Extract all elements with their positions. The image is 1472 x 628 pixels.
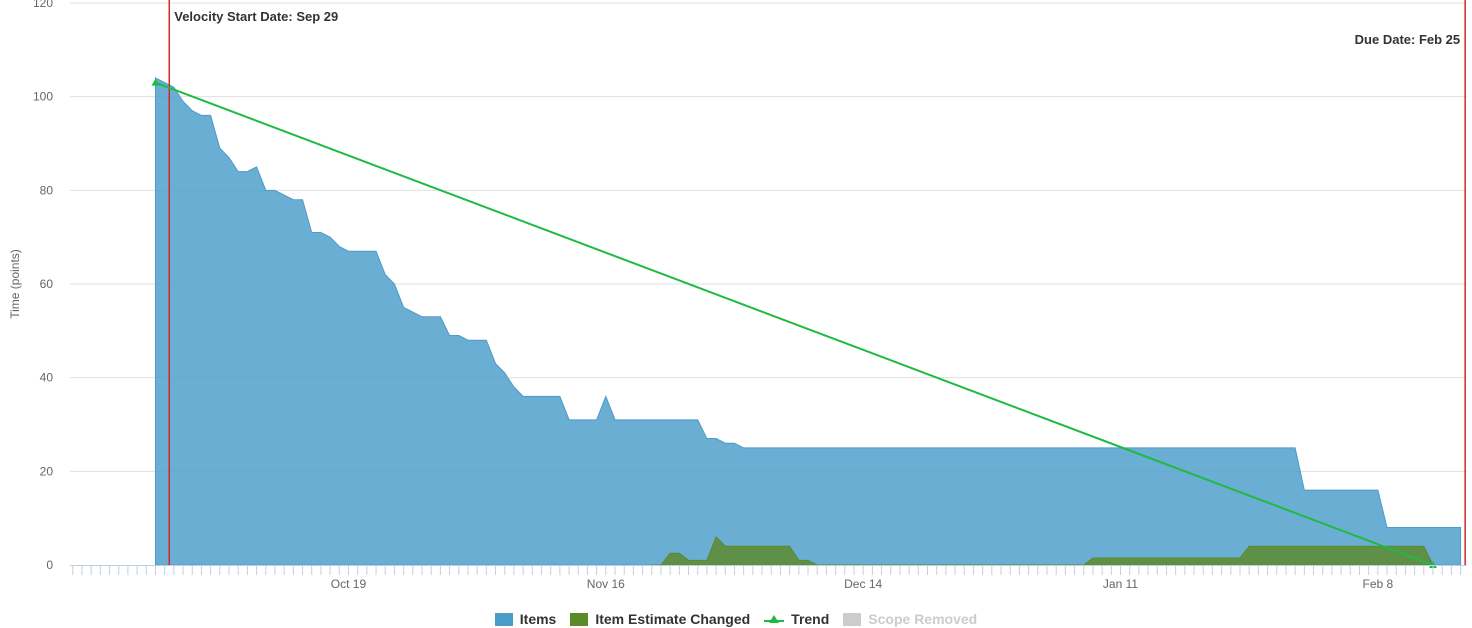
- axes: [70, 565, 1467, 575]
- legend-symbol: [843, 612, 862, 626]
- legend-symbol: [570, 612, 589, 626]
- legend-item-items[interactable]: Items: [494, 611, 557, 627]
- legend-item-trend[interactable]: Trend: [764, 611, 829, 627]
- x-tick-label: Feb 8: [1363, 577, 1394, 591]
- tick-labels: 0 20 40 60 80 100 120 Oct 19 Nov 16 Dec 14 Jan 11 F…: [33, 0, 1394, 591]
- x-tick-label: Oct 19: [331, 577, 367, 591]
- y-tick-label: 100: [33, 90, 53, 104]
- trend-point[interactable]: [151, 78, 160, 86]
- y-tick-label: 60: [40, 277, 54, 291]
- legend-item-item-estimate-changed[interactable]: Item Estimate Changed: [570, 611, 750, 627]
- x-tick-label: Dec 14: [844, 577, 882, 591]
- triangle-icon: [769, 614, 780, 623]
- legend-label: Scope Removed: [868, 611, 978, 627]
- legend-label: Trend: [791, 611, 830, 627]
- legend-label: Items: [519, 611, 557, 627]
- y-tick-label: 80: [40, 183, 54, 197]
- velocity-start-annotation: Velocity Start Date: Sep 29: [174, 9, 338, 24]
- legend-item-scope-removed[interactable]: Scope Removed: [843, 611, 977, 627]
- items-area[interactable]: [154, 77, 1462, 566]
- legend-symbol: [764, 613, 785, 626]
- date-markers: [168, 0, 1466, 565]
- y-tick-label: 20: [40, 464, 54, 478]
- legend-label: Item Estimate Changed: [595, 611, 751, 627]
- trend-line-series[interactable]: [151, 78, 1437, 568]
- y-tick-label: 120: [33, 0, 53, 10]
- legend-symbol: [494, 612, 513, 626]
- y-axis-label: Time (points): [8, 249, 22, 319]
- trend-line[interactable]: [155, 81, 1434, 566]
- chart-legend: Items Item Estimate Changed Trend Scope Rem…: [0, 610, 1472, 628]
- items-area-series[interactable]: [154, 77, 1462, 566]
- y-tick-label: 0: [46, 558, 53, 572]
- x-tick-label: Nov 16: [587, 577, 625, 591]
- y-tick-label: 40: [40, 371, 54, 385]
- due-date-annotation: Due Date: Feb 25: [1355, 32, 1460, 47]
- trend-point[interactable]: [1428, 561, 1437, 568]
- x-tick-label: Jan 11: [1103, 577, 1138, 591]
